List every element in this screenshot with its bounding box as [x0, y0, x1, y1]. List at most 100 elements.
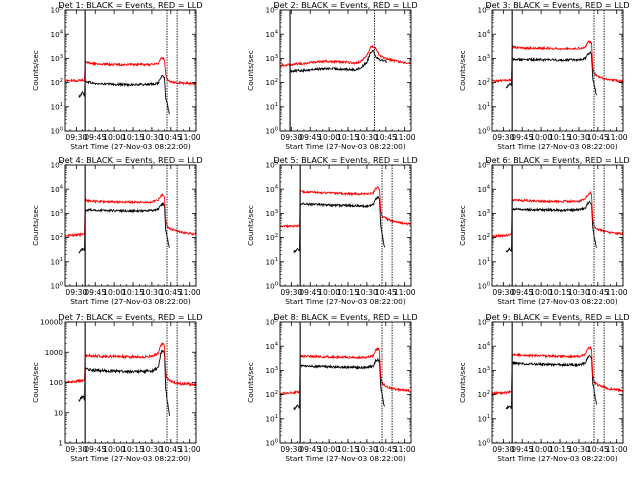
x-tick-label: 10:00 — [530, 288, 552, 297]
y-axis-label: Counts/sec — [458, 362, 467, 403]
x-tick-label: 09:30 — [280, 288, 302, 297]
y-tick-label: 10000 — [40, 318, 63, 327]
x-tick-label: 10:45 — [587, 133, 609, 142]
x-tick-label: 10:00 — [318, 288, 340, 297]
plot-frame — [64, 164, 197, 287]
x-tick-label: 09:45 — [511, 133, 533, 142]
y-tick-label: 103 — [266, 54, 278, 63]
x-tick-label: 11:00 — [606, 288, 628, 297]
y-tick-label: 103 — [266, 366, 278, 375]
y-axis-label: Counts/sec — [458, 205, 467, 246]
y-tick-label: 102 — [478, 233, 490, 242]
detector-panel-2: Det 2: BLACK = Events, RED = LLD 09:3009:… — [246, 0, 418, 151]
y-tick-label: 102 — [478, 390, 490, 399]
y-tick-label: 100 — [49, 378, 63, 387]
y-tick-label: 102 — [51, 233, 63, 242]
y-tick-label: 104 — [266, 185, 279, 194]
y-tick-label: 100 — [478, 281, 490, 290]
x-axis-label: Start Time (27-Nov-03 08:22:00) — [70, 297, 191, 306]
x-axis-label: Start Time (27-Nov-03 08:22:00) — [70, 454, 191, 463]
x-tick-label: 09:30 — [492, 288, 514, 297]
y-tick-label: 100 — [51, 126, 63, 135]
x-tick-label: 10:15 — [337, 133, 359, 142]
y-tick-label: 104 — [478, 342, 491, 351]
x-tick-label: 11:00 — [394, 445, 416, 454]
x-tick-label: 11:00 — [606, 133, 628, 142]
y-tick-label: 102 — [478, 78, 490, 87]
series-lld-line — [492, 346, 623, 397]
x-tick-label: 10:15 — [549, 288, 571, 297]
panel-title: Det 8: BLACK = Events, RED = LLD — [273, 312, 417, 322]
panel-title: Det 2: BLACK = Events, RED = LLD — [273, 0, 417, 10]
plot-frame — [491, 321, 624, 444]
series-events-line — [78, 202, 170, 254]
y-tick-label: 100 — [478, 126, 490, 135]
y-axis-label: Counts/sec — [246, 205, 255, 246]
plot-frame — [279, 321, 412, 444]
detector-panel-4: Det 4: BLACK = Events, RED = LLD 09:3009:… — [31, 155, 203, 306]
x-tick-label: 09:30 — [492, 133, 514, 142]
x-axis-label: Start Time (27-Nov-03 08:22:00) — [497, 142, 618, 151]
y-tick-label: 10 — [54, 408, 64, 417]
x-tick-label: 10:45 — [160, 445, 182, 454]
x-tick-label: 10:45 — [587, 288, 609, 297]
x-tick-label: 11:00 — [394, 133, 416, 142]
x-tick-label: 09:45 — [84, 133, 106, 142]
series-lld-line — [280, 45, 411, 68]
x-tick-label: 09:30 — [65, 133, 87, 142]
y-tick-label: 104 — [51, 30, 64, 39]
y-tick-label: 100 — [51, 281, 63, 290]
x-axis-label: Start Time (27-Nov-03 08:22:00) — [285, 454, 406, 463]
x-tick-label: 11:00 — [394, 288, 416, 297]
x-tick-label: 10:45 — [160, 133, 182, 142]
y-tick-label: 100 — [266, 438, 278, 447]
plot-frame — [491, 164, 624, 287]
y-tick-label: 102 — [266, 233, 278, 242]
y-tick-label: 105 — [478, 160, 490, 169]
y-tick-label: 104 — [266, 342, 279, 351]
series-events-line — [293, 195, 385, 253]
series-events-line — [505, 50, 597, 96]
y-tick-label: 103 — [51, 209, 63, 218]
series-lld-line — [492, 39, 623, 84]
panel-title: Det 5: BLACK = Events, RED = LLD — [273, 155, 417, 165]
series-lld-line — [65, 193, 196, 238]
x-axis-label: Start Time (27-Nov-03 08:22:00) — [497, 297, 618, 306]
y-axis-label: Counts/sec — [31, 362, 40, 403]
y-axis-label: Counts/sec — [31, 205, 40, 246]
x-tick-label: 10:45 — [375, 445, 397, 454]
x-tick-label: 11:00 — [179, 445, 201, 454]
y-axis-label: Counts/sec — [246, 50, 255, 91]
x-tick-label: 10:15 — [549, 445, 571, 454]
x-tick-label: 10:00 — [530, 445, 552, 454]
y-tick-label: 1000 — [45, 348, 64, 357]
series-lld-line — [280, 185, 411, 229]
x-tick-label: 10:00 — [103, 288, 125, 297]
series-events-line — [78, 74, 170, 115]
detector-panel-3: Det 3: BLACK = Events, RED = LLD 09:3009:… — [458, 0, 630, 151]
x-tick-label: 09:30 — [492, 445, 514, 454]
series-events-line — [293, 357, 385, 411]
y-tick-label: 103 — [51, 54, 63, 63]
panel-title: Det 1: BLACK = Events, RED = LLD — [58, 0, 202, 10]
x-tick-label: 10:30 — [568, 133, 590, 142]
x-tick-label: 09:45 — [84, 288, 106, 297]
x-tick-label: 09:45 — [511, 445, 533, 454]
y-axis-label: Counts/sec — [246, 362, 255, 403]
x-tick-label: 09:30 — [280, 133, 302, 142]
x-tick-label: 09:30 — [65, 288, 87, 297]
x-tick-label: 09:45 — [299, 445, 321, 454]
y-tick-label: 103 — [478, 209, 490, 218]
x-tick-label: 09:30 — [65, 445, 87, 454]
y-tick-label: 102 — [51, 78, 63, 87]
x-tick-label: 10:45 — [375, 288, 397, 297]
x-tick-label: 10:15 — [122, 133, 144, 142]
detector-panel-8: Det 8: BLACK = Events, RED = LLD 09:3009:… — [246, 312, 418, 463]
x-tick-label: 10:00 — [530, 133, 552, 142]
x-tick-label: 10:15 — [337, 445, 359, 454]
x-tick-label: 10:15 — [122, 288, 144, 297]
x-tick-label: 10:15 — [337, 288, 359, 297]
y-tick-label: 104 — [51, 185, 64, 194]
x-axis-label: Start Time (27-Nov-03 08:22:00) — [285, 297, 406, 306]
